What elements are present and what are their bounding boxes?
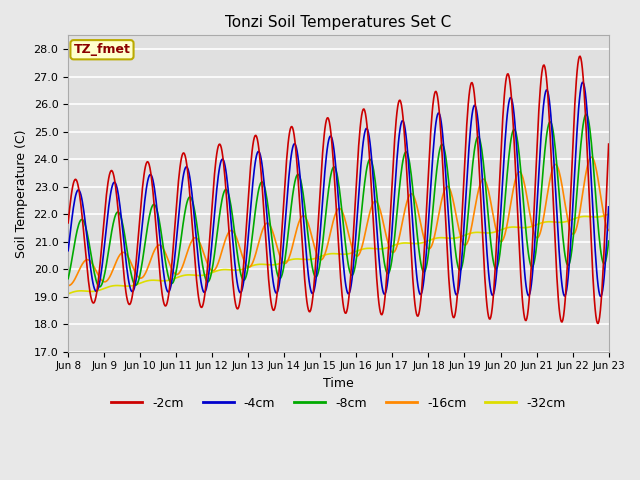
- -2cm: [330, 167, 338, 173]
- -4cm: [605, 204, 612, 210]
- Line: -8cm: -8cm: [68, 114, 609, 287]
- -2cm: [383, 277, 390, 283]
- -16cm: [556, 168, 563, 174]
- -16cm: [605, 228, 612, 233]
- -8cm: [605, 238, 612, 244]
- -2cm: [183, 162, 191, 168]
- -8cm: [582, 111, 590, 117]
- -8cm: [436, 144, 444, 150]
- -2cm: [206, 230, 214, 236]
- -4cm: [596, 293, 604, 299]
- -32cm: [383, 245, 390, 251]
- -8cm: [331, 164, 339, 170]
- -8cm: [184, 198, 191, 204]
- -2cm: [556, 305, 563, 311]
- -32cm: [556, 219, 563, 225]
- X-axis label: Time: Time: [323, 377, 354, 390]
- -32cm: [64, 291, 72, 297]
- -4cm: [579, 80, 587, 85]
- -16cm: [64, 283, 72, 288]
- -4cm: [206, 260, 214, 266]
- -2cm: [605, 141, 612, 147]
- -16cm: [330, 216, 338, 222]
- -8cm: [64, 276, 72, 282]
- -2cm: [576, 53, 584, 59]
- Title: Tonzi Soil Temperatures Set C: Tonzi Soil Temperatures Set C: [225, 15, 451, 30]
- -2cm: [64, 220, 72, 226]
- Text: TZ_fmet: TZ_fmet: [74, 43, 131, 56]
- Line: -16cm: -16cm: [68, 157, 609, 286]
- -16cm: [383, 234, 390, 240]
- -16cm: [206, 266, 214, 272]
- Y-axis label: Soil Temperature (C): Soil Temperature (C): [15, 129, 28, 258]
- -16cm: [588, 154, 595, 160]
- -32cm: [605, 211, 612, 217]
- -4cm: [436, 112, 444, 118]
- -8cm: [383, 270, 391, 276]
- -32cm: [183, 272, 191, 278]
- -4cm: [383, 287, 390, 292]
- Line: -2cm: -2cm: [68, 56, 609, 324]
- -8cm: [96, 284, 104, 290]
- -32cm: [206, 271, 214, 276]
- -4cm: [64, 248, 72, 253]
- -8cm: [207, 273, 214, 279]
- -4cm: [330, 146, 338, 152]
- Legend: -2cm, -4cm, -8cm, -16cm, -32cm: -2cm, -4cm, -8cm, -16cm, -32cm: [106, 392, 571, 415]
- -32cm: [330, 251, 338, 256]
- Line: -4cm: -4cm: [68, 83, 609, 296]
- -16cm: [436, 207, 444, 213]
- -16cm: [183, 251, 191, 257]
- -2cm: [436, 115, 444, 120]
- -8cm: [556, 199, 564, 205]
- -4cm: [183, 164, 191, 170]
- Line: -32cm: -32cm: [68, 214, 609, 294]
- -4cm: [556, 248, 563, 253]
- -2cm: [595, 321, 602, 326]
- -32cm: [436, 235, 444, 240]
